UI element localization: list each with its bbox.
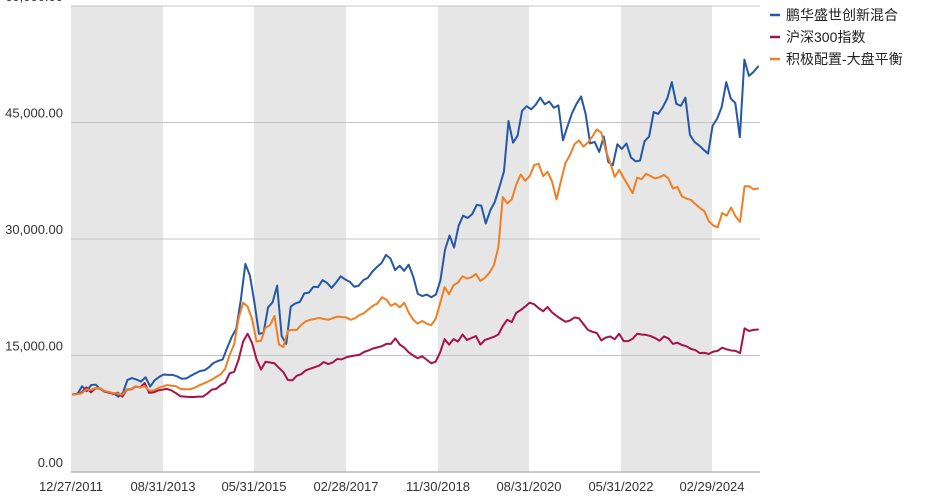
x-tick-label: 08/31/2013 — [130, 479, 195, 494]
x-tick-label: 11/30/2018 — [406, 479, 470, 494]
x-axis: 12/27/2011 08/31/2013 05/31/2015 02/28/2017… — [39, 479, 745, 494]
plot-area — [72, 58, 759, 399]
x-tick-label: 08/31/2020 — [496, 479, 561, 494]
series-line-1 — [72, 58, 759, 398]
y-tick-label: 0.00 — [38, 455, 63, 470]
y-tick-label: 45,000.00 — [5, 106, 63, 121]
y-axis: 0.00 15,000.00 30,000.00 45,000.00 60,000.00 — [5, 0, 63, 470]
y-tick-label: 30,000.00 — [5, 222, 63, 237]
series-line-2 — [72, 301, 759, 399]
y-tick-label: 60,000.00 — [5, 0, 63, 4]
legend-label: 积极配置-大盘平衡 — [786, 51, 903, 67]
gridlines — [71, 5, 760, 473]
x-tick-label: 02/29/2024 — [679, 479, 744, 494]
x-tick-label: 02/28/2017 — [313, 479, 378, 494]
x-tick-label: 12/27/2011 — [39, 479, 103, 494]
legend-label: 鹏华盛世创新混合 — [786, 7, 898, 23]
legend-label: 沪深300指数 — [786, 29, 865, 45]
x-tick-label: 05/31/2015 — [221, 479, 286, 494]
y-tick-label: 15,000.00 — [5, 339, 63, 354]
series-line-3 — [72, 128, 759, 396]
x-tick-label: 05/31/2022 — [588, 479, 653, 494]
